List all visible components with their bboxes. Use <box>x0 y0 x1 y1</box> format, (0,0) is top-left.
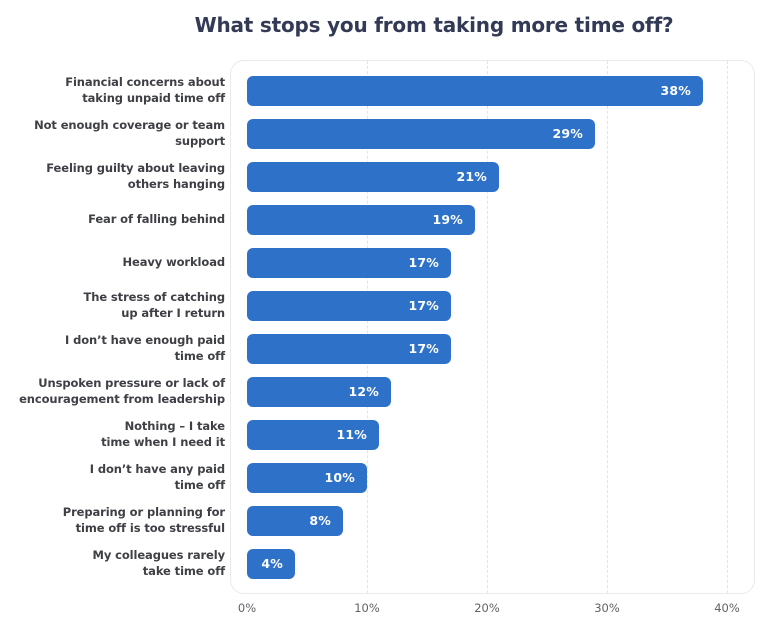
bar: 29% <box>247 118 595 149</box>
category-label: Financial concerns about taking unpaid t… <box>65 74 225 105</box>
bar: 12% <box>247 376 391 407</box>
gridline <box>367 61 368 593</box>
bar-chart: Financial concerns about taking unpaid t… <box>0 60 770 594</box>
bar: 19% <box>247 204 475 235</box>
category-label: Fear of falling behind <box>88 211 225 226</box>
chart-title: What stops you from taking more time off… <box>194 13 674 37</box>
category-label: Not enough coverage or team support <box>34 117 225 148</box>
bar-row: 4% <box>231 542 754 585</box>
category-label: The stress of catching up after I return <box>83 289 226 320</box>
category-label: Feeling guilty about leaving others hang… <box>46 160 225 191</box>
bar: 17% <box>247 290 451 321</box>
x-axis-tick-label: 0% <box>237 601 257 615</box>
bar-row: 17% <box>231 241 754 284</box>
bar-value-label: 17% <box>408 298 439 313</box>
bar-row: 29% <box>231 112 754 155</box>
bar-row: 19% <box>231 198 754 241</box>
bar-row: 8% <box>231 499 754 542</box>
category-label: My colleagues rarely take time off <box>92 547 225 578</box>
bar-value-label: 38% <box>660 83 691 98</box>
bar: 8% <box>247 505 343 536</box>
bar-row: 17% <box>231 327 754 370</box>
bar-value-label: 29% <box>552 126 583 141</box>
bar-value-label: 10% <box>324 470 355 485</box>
bars-container: 38% 29% 21% 19% 17% 17% 17% 12% 11% 10% 8% 4% <box>231 69 754 585</box>
bar-row: 11% <box>231 413 754 456</box>
bar: 11% <box>247 419 379 450</box>
bar: 38% <box>247 75 703 106</box>
x-axis: 0% 10% 20% 30% 40% <box>230 601 755 619</box>
bar: 10% <box>247 462 367 493</box>
bar: 21% <box>247 161 499 192</box>
category-label: Preparing or planning for time off is to… <box>62 504 225 535</box>
x-axis-tick-label: 30% <box>594 601 620 615</box>
bar-value-label: 12% <box>348 384 379 399</box>
category-label: I don’t have enough paid time off <box>65 332 225 363</box>
bar-value-label: 17% <box>408 255 439 270</box>
category-label: I don’t have any paid time off <box>89 461 225 492</box>
bar-value-label: 21% <box>456 169 487 184</box>
bar-row: 12% <box>231 370 754 413</box>
bar: 4% <box>247 548 295 579</box>
category-label: Nothing – I take time when I need it <box>101 418 225 449</box>
bar-row: 17% <box>231 284 754 327</box>
category-labels-column: Financial concerns about taking unpaid t… <box>0 60 230 585</box>
bar-value-label: 11% <box>336 427 367 442</box>
bar-value-label: 19% <box>432 212 463 227</box>
gridline <box>727 61 728 593</box>
bar-row: 10% <box>231 456 754 499</box>
x-axis-tick-label: 10% <box>354 601 380 615</box>
gridline <box>487 61 488 593</box>
gridline <box>607 61 608 593</box>
x-axis-tick-label: 40% <box>714 601 740 615</box>
plot-area-card: 38% 29% 21% 19% 17% 17% 17% 12% 11% 10% 8% 4% <box>230 60 755 594</box>
bar: 17% <box>247 333 451 364</box>
bar: 17% <box>247 247 451 278</box>
bar-row: 38% <box>231 69 754 112</box>
category-label: Unspoken pressure or lack of encourageme… <box>19 375 225 406</box>
bar-value-label: 17% <box>408 341 439 356</box>
bar-value-label: 8% <box>309 513 331 528</box>
category-label: Heavy workload <box>122 254 226 269</box>
bar-row: 21% <box>231 155 754 198</box>
bar-value-label: 4% <box>261 556 283 571</box>
x-axis-tick-label: 20% <box>474 601 500 615</box>
